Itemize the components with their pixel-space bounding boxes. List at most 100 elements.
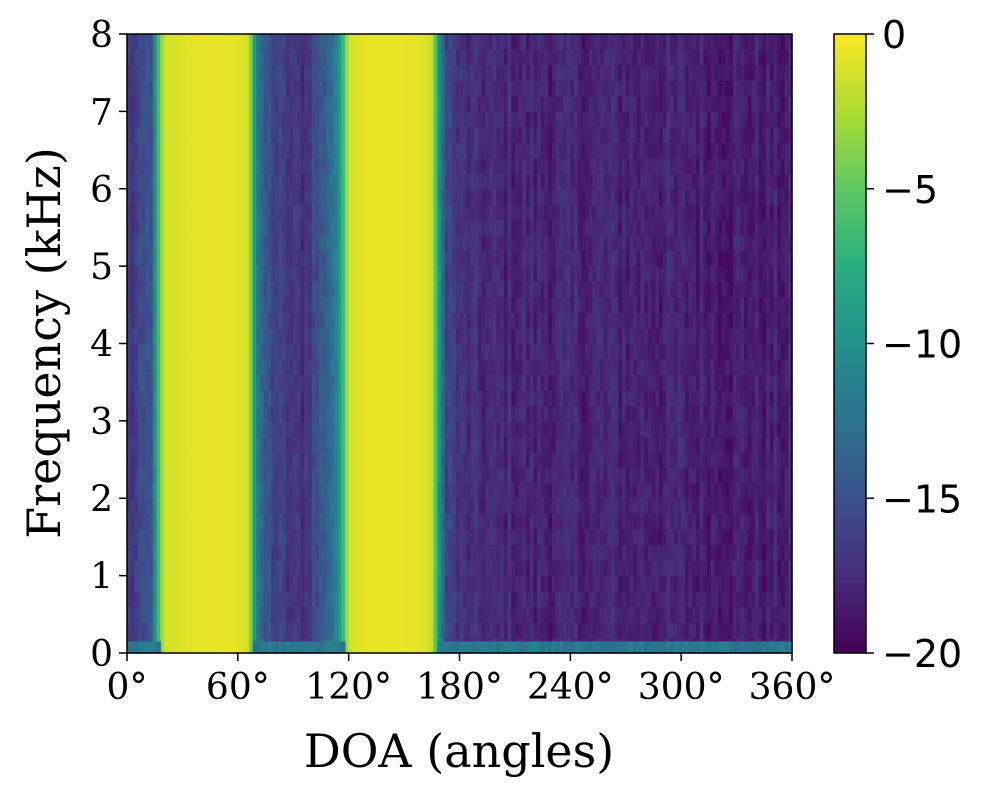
heatmap-cell	[370, 467, 376, 484]
heatmap-cell	[252, 312, 257, 329]
heatmap-cell	[285, 389, 291, 406]
heatmap-cell	[610, 343, 616, 360]
heatmap-cell	[385, 436, 390, 453]
heatmap-cell	[544, 266, 549, 283]
heatmap-cell	[721, 606, 727, 623]
heatmap-cell	[559, 405, 564, 422]
heatmap-cell	[562, 467, 568, 484]
heatmap-cell	[666, 389, 671, 406]
heatmap-cell	[138, 560, 143, 577]
heatmap-cell	[278, 436, 283, 453]
heatmap-cell	[788, 436, 793, 453]
heatmap-cell	[263, 544, 268, 561]
heatmap-cell	[189, 343, 195, 360]
heatmap-cell	[234, 591, 239, 608]
heatmap-cell	[182, 482, 187, 499]
heatmap-cell	[374, 560, 379, 577]
heatmap-cell	[322, 235, 328, 252]
heatmap-cell	[507, 560, 512, 577]
heatmap-cell	[522, 420, 527, 437]
heatmap-cell	[289, 405, 294, 422]
heatmap-cell	[618, 622, 623, 639]
heatmap-cell	[625, 405, 631, 422]
heatmap-cell	[492, 467, 498, 484]
heatmap-cell	[304, 575, 309, 592]
heatmap-cell	[773, 420, 778, 437]
heatmap-cell	[610, 498, 616, 515]
heatmap-cell	[278, 560, 283, 577]
heatmap-cell	[415, 575, 420, 592]
heatmap-cell	[503, 405, 509, 422]
heatmap-cell	[695, 405, 701, 422]
heatmap-cell	[736, 513, 741, 530]
heatmap-cell	[577, 343, 583, 360]
heatmap-cell	[407, 637, 413, 654]
heatmap-cell	[171, 250, 176, 267]
heatmap-cell	[455, 297, 461, 314]
heatmap-cell	[271, 374, 276, 391]
heatmap-cell	[189, 219, 195, 236]
heatmap-cell	[788, 575, 793, 592]
heatmap-cell	[618, 281, 623, 298]
heatmap-cell	[215, 420, 220, 437]
heatmap-cell	[237, 358, 243, 376]
heatmap-cell	[359, 622, 365, 639]
heatmap-cell	[263, 250, 268, 267]
heatmap-cell	[418, 544, 424, 561]
heatmap-cell	[477, 281, 483, 298]
heatmap-cell	[393, 235, 398, 252]
heatmap-cell	[130, 622, 135, 639]
heatmap-cell	[411, 606, 416, 623]
heatmap-cell	[149, 513, 154, 530]
heatmap-cell	[503, 436, 509, 453]
heatmap-cell	[193, 420, 198, 437]
heatmap-cell	[393, 467, 398, 484]
heatmap-cell	[282, 622, 287, 639]
heatmap-cell	[566, 219, 571, 236]
heatmap-cell	[252, 436, 257, 453]
heatmap-cell	[544, 591, 549, 608]
heatmap-cell	[311, 235, 317, 252]
heatmap-cell	[152, 312, 158, 329]
heatmap-cell	[200, 250, 206, 267]
heatmap-cell	[223, 281, 228, 298]
heatmap-cell	[492, 219, 498, 236]
heatmap-cell	[381, 358, 387, 376]
heatmap-cell	[703, 328, 708, 345]
heatmap-cell	[422, 374, 427, 391]
heatmap-cell	[208, 622, 213, 639]
heatmap-cell	[585, 281, 590, 298]
heatmap-cell	[470, 312, 475, 329]
heatmap-cell	[370, 420, 376, 437]
heatmap-cell	[389, 606, 394, 623]
heatmap-cell	[245, 637, 250, 654]
heatmap-cell	[193, 219, 198, 236]
heatmap-cell	[226, 405, 232, 422]
heatmap-cell	[311, 467, 317, 484]
heatmap-cell	[204, 405, 209, 422]
heatmap-cell	[684, 343, 690, 360]
heatmap-cell	[570, 420, 575, 437]
heatmap-cell	[274, 529, 280, 546]
heatmap-cell	[703, 374, 708, 391]
heatmap-cell	[230, 312, 235, 329]
heatmap-cell	[156, 312, 161, 329]
heatmap-cell	[492, 358, 498, 376]
heatmap-cell	[230, 560, 235, 577]
heatmap-cell	[729, 420, 734, 437]
heatmap-cell	[163, 591, 169, 608]
heatmap-cell	[348, 343, 353, 360]
heatmap-cell	[296, 297, 302, 314]
heatmap-cell	[481, 235, 486, 252]
heatmap-cell	[337, 560, 342, 577]
heatmap-cell	[496, 467, 501, 484]
heatmap-cell	[219, 467, 224, 484]
heatmap-cell	[163, 389, 169, 406]
heatmap-cell	[285, 219, 291, 236]
heatmap-cell	[178, 591, 184, 608]
heatmap-cell	[474, 405, 479, 422]
heatmap-cell	[404, 328, 409, 345]
heatmap-cell	[404, 312, 409, 329]
heatmap-cell	[152, 591, 158, 608]
heatmap-cell	[684, 266, 690, 283]
